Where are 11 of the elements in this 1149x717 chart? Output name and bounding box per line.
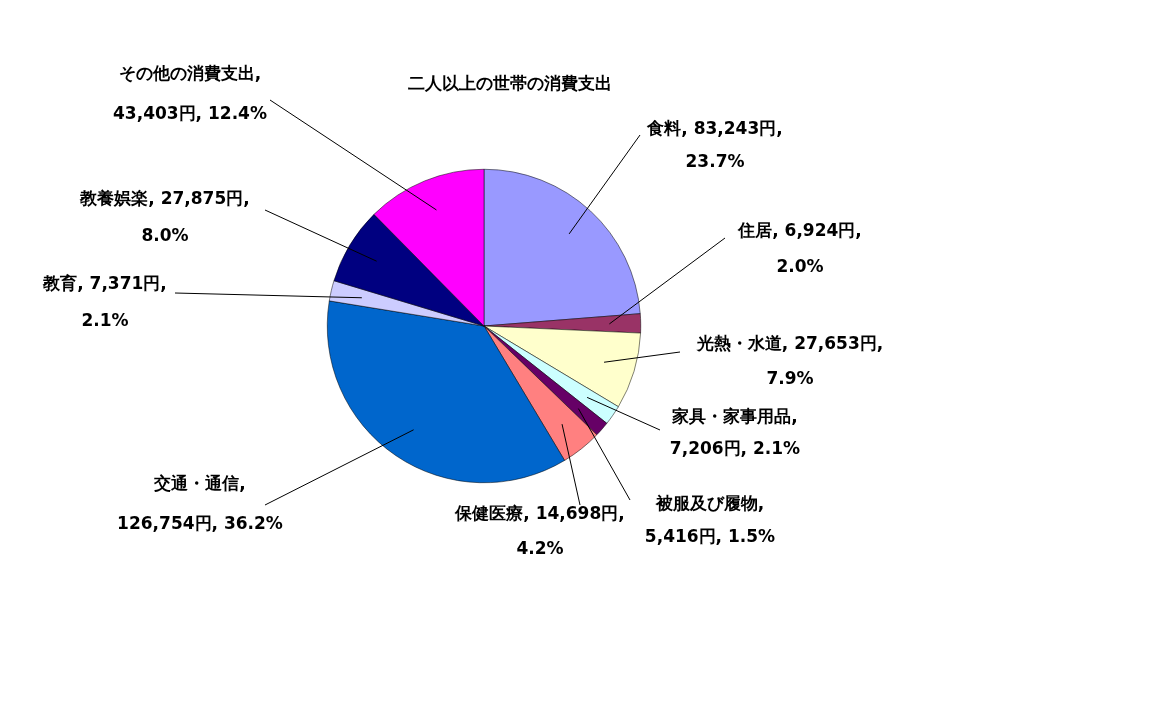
slice-label: 食料, 83,243円, 23.7% [646, 118, 783, 172]
slice-label: 保健医療, 14,698円, 4.2% [454, 503, 625, 559]
slice-label: 教養娯楽, 27,875円, 8.0% [79, 188, 250, 246]
slice-label: 光熱・水道, 27,653円, 7.9% [695, 333, 884, 389]
slice-label: その他の消費支出, 43,403円, 12.4% [113, 63, 267, 124]
slice-label: 交通・通信, 126,754円, 36.2% [117, 473, 283, 534]
slice-label: 家具・家事用品, 7,206円, 2.1% [669, 406, 801, 459]
slice-label: 被服及び履物, 5,416円, 1.5% [644, 493, 776, 547]
slice-label: 教育, 7,371円, 2.1% [42, 273, 167, 331]
slice-label: 住居, 6,924円, 2.0% [737, 220, 862, 277]
text: 二人以上の世帯の消費支出 [408, 73, 612, 94]
